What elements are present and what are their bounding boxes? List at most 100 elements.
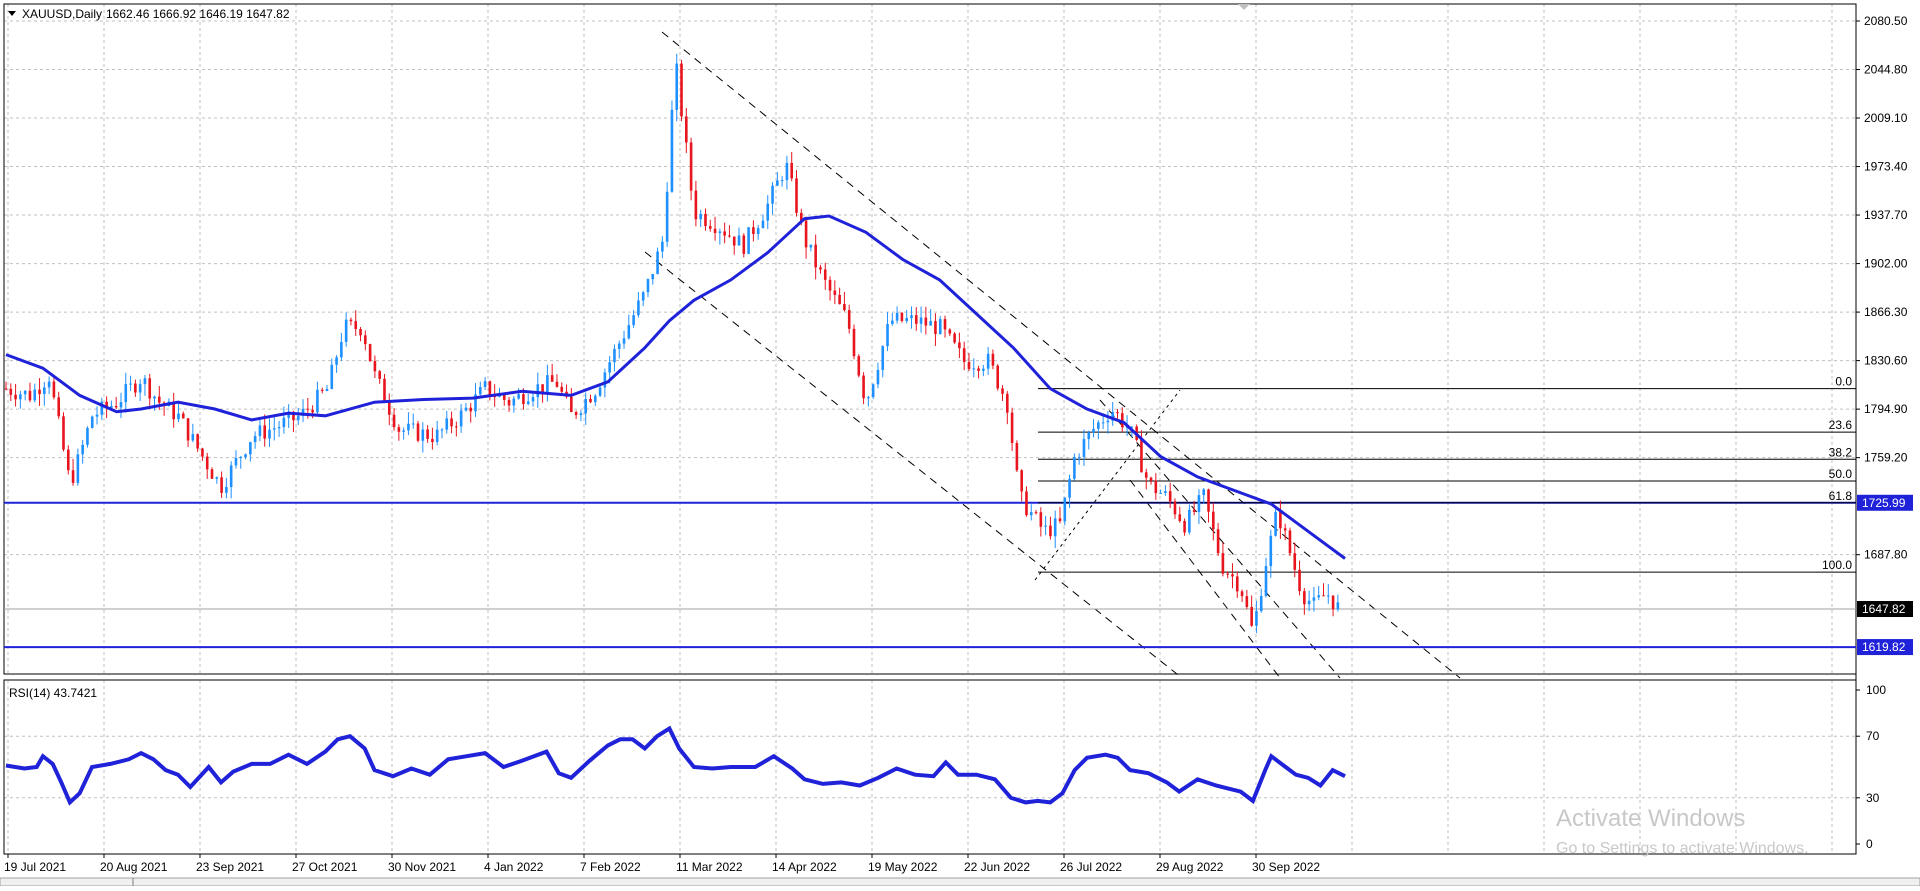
time-tick-label: 27 Oct 2021	[292, 860, 358, 874]
symbol-label[interactable]: XAUUSD,Daily	[22, 7, 102, 21]
sub-channel-lower-line	[1129, 479, 1281, 679]
candle-body	[416, 423, 420, 441]
price-tick-label: 1759.20	[1864, 451, 1908, 465]
candle-body	[383, 378, 386, 403]
candle-body	[665, 191, 669, 242]
candle-body	[857, 356, 861, 376]
candle-body	[1049, 525, 1052, 537]
bottom-tab-strip[interactable]	[0, 877, 1920, 887]
candle-body	[431, 438, 434, 442]
candle-body	[138, 384, 142, 393]
candlestick-series	[4, 53, 1340, 634]
candle-body	[368, 344, 372, 362]
price-tick-label: 1937.70	[1864, 208, 1908, 222]
candle-body	[1178, 514, 1182, 521]
candle-body	[1159, 492, 1162, 494]
candle-body	[651, 274, 655, 280]
candle-body	[229, 465, 233, 488]
candle-body	[1192, 509, 1196, 512]
candle-body	[43, 387, 46, 395]
candle-body	[335, 357, 338, 365]
candle-body	[71, 470, 75, 483]
candle-body	[512, 398, 516, 406]
candle-body	[1001, 388, 1004, 394]
candle-body	[1130, 426, 1134, 428]
candle-body	[225, 487, 228, 493]
candle-body	[958, 342, 961, 349]
level-price-tag-bg	[1857, 639, 1913, 656]
level-price-tag: 1619.82	[1862, 640, 1906, 654]
candle-body	[708, 226, 712, 229]
candle-body	[14, 394, 17, 400]
candle-body	[1336, 602, 1340, 610]
candle-body	[1326, 595, 1330, 597]
fib-level-label: 50.0	[1829, 467, 1853, 481]
candle-body	[967, 361, 971, 370]
activate-windows-title: Activate Windows	[1556, 805, 1745, 832]
candle-body	[910, 315, 913, 319]
candle-body	[1288, 530, 1292, 554]
candle-body	[1173, 501, 1177, 515]
candle-body	[948, 329, 952, 334]
candle-body	[1293, 553, 1297, 570]
candle-body	[536, 384, 540, 398]
channel-lower-line	[644, 251, 1183, 679]
price-tick-label: 2080.50	[1864, 14, 1908, 28]
rsi-tick-label: 70	[1866, 729, 1880, 743]
candle-body	[292, 411, 295, 421]
price-axis[interactable]: 2080.50 2044.80 2009.10 1973.40 1937.70 1902.…	[1856, 14, 1908, 562]
candle-body	[608, 362, 611, 373]
level-price-tag: 1725.99	[1862, 496, 1906, 510]
candle-body	[555, 381, 559, 387]
time-tick-label: 4 Jan 2022	[484, 860, 544, 874]
candle-body	[239, 456, 243, 459]
rsi-line	[5, 725, 1346, 806]
candle-body	[1111, 412, 1115, 421]
candle-body	[823, 269, 827, 280]
candle-body	[177, 413, 180, 420]
candle-body	[100, 401, 104, 415]
scroll-marker-icon	[1238, 4, 1250, 10]
candle-body	[272, 428, 276, 430]
candle-body	[397, 427, 401, 432]
fib-level-label: 0.0	[1835, 375, 1852, 389]
candle-body	[134, 383, 137, 393]
symbol-menu-arrow-icon[interactable]	[8, 11, 16, 16]
candle-body	[124, 384, 128, 403]
candle-body	[1029, 512, 1033, 516]
candle-body	[407, 423, 410, 431]
candle-body	[1068, 478, 1071, 498]
candle-body	[282, 417, 286, 428]
candle-body	[4, 388, 8, 390]
candle-body	[550, 375, 554, 382]
current-price-tag-bg	[1857, 601, 1913, 618]
candle-body	[785, 162, 789, 181]
candle-body	[972, 368, 976, 370]
candle-body	[23, 390, 27, 395]
price-tick-label: 1687.80	[1864, 548, 1908, 562]
candle-body	[493, 396, 496, 398]
candle-body	[33, 389, 37, 401]
candle-body	[1053, 518, 1057, 537]
candle-body	[28, 390, 32, 401]
candle-body	[1259, 596, 1263, 612]
rsi-readout: RSI(14) 43.7421	[9, 686, 97, 700]
price-tick-label: 1830.60	[1864, 354, 1908, 368]
time-tick-label: 22 Jun 2022	[964, 860, 1030, 874]
candle-body	[459, 410, 463, 427]
rsi-tick-label: 0	[1866, 837, 1873, 851]
candle-body	[919, 317, 923, 324]
candle-body	[771, 185, 774, 204]
candle-body	[392, 414, 396, 428]
candle-body	[852, 328, 856, 357]
candle-body	[828, 279, 832, 291]
candle-body	[9, 388, 13, 395]
candle-body	[689, 142, 693, 191]
rsi-tick-label: 30	[1866, 791, 1880, 805]
candle-body	[780, 180, 784, 182]
candle-body	[1140, 439, 1143, 473]
candle-body	[354, 321, 358, 330]
candle-body	[1010, 412, 1014, 443]
candle-body	[1101, 422, 1105, 424]
